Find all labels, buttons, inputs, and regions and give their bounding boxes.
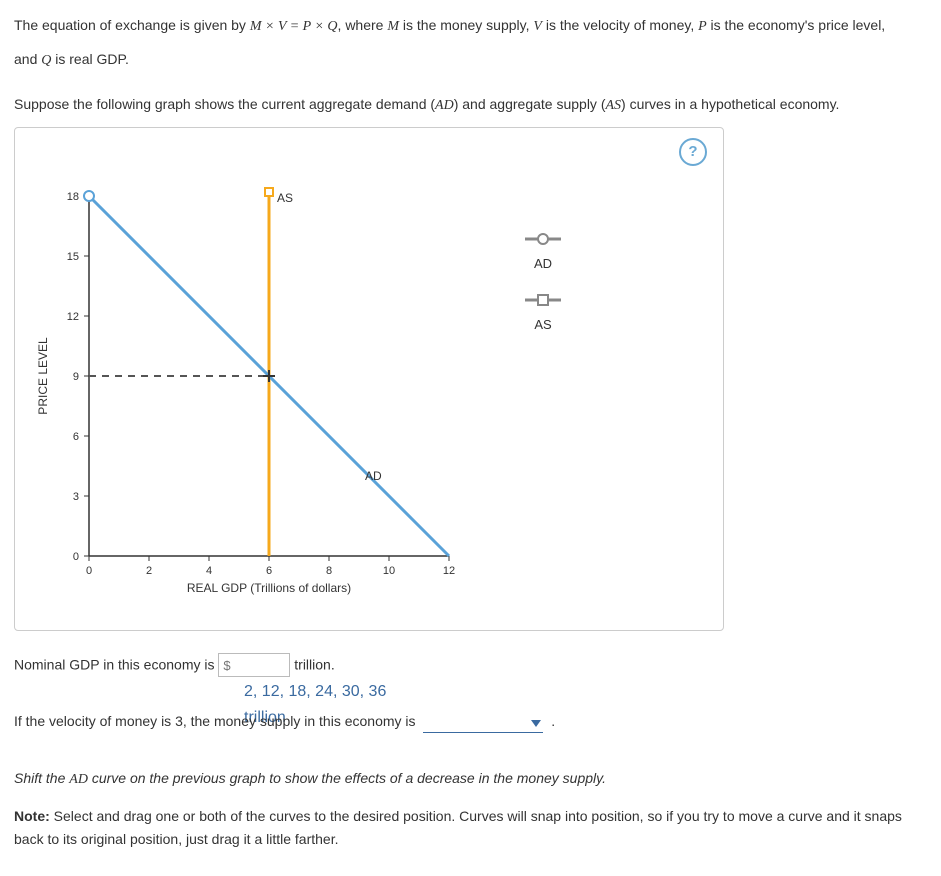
svg-text:REAL GDP (Trillions of dollars: REAL GDP (Trillions of dollars)	[187, 581, 351, 595]
question-2-block: 2, 12, 18, 24, 30, 36 trillion If the ve…	[14, 679, 927, 733]
t: ) curves in a hypothetical economy.	[621, 96, 839, 112]
t: , where	[338, 17, 388, 33]
svg-text:4: 4	[206, 565, 212, 577]
svg-text:12: 12	[67, 311, 79, 323]
ad: AD	[435, 98, 454, 113]
svg-text:9: 9	[73, 371, 79, 383]
svg-text:6: 6	[266, 565, 272, 577]
svg-text:6: 6	[73, 431, 79, 443]
t: curve on the previous graph to show the …	[88, 770, 606, 786]
legend-as-marker[interactable]	[523, 293, 563, 307]
hint-values: 2, 12, 18, 24, 30, 36	[244, 679, 386, 705]
eq: M × V = P × Q	[250, 19, 338, 34]
svg-text:2: 2	[146, 565, 152, 577]
nominal-gdp-input[interactable]	[218, 653, 290, 677]
money-supply-dropdown[interactable]	[423, 714, 543, 733]
q: Q	[41, 53, 51, 68]
ad2: AD	[69, 772, 88, 787]
svg-text:3: 3	[73, 491, 79, 503]
t: Shift the	[14, 770, 69, 786]
q1-text: Nominal GDP in this economy is	[14, 657, 218, 673]
svg-text:PRICE LEVEL: PRICE LEVEL	[36, 337, 50, 415]
t: Suppose the following graph shows the cu…	[14, 96, 435, 112]
note: Note: Select and drag one or both of the…	[14, 805, 927, 850]
svg-text:AD: AD	[365, 469, 382, 483]
note-lead: Note:	[14, 808, 50, 824]
question-1: Nominal GDP in this economy is trillion.	[14, 653, 927, 677]
t: is real GDP.	[51, 51, 129, 67]
t: ) and aggregate supply (	[454, 96, 606, 112]
svg-text:18: 18	[67, 191, 79, 203]
v: V	[533, 19, 542, 34]
q2-end: .	[547, 713, 555, 729]
t: is the economy's price level,	[707, 17, 886, 33]
note-text: Select and drag one or both of the curve…	[14, 808, 902, 846]
question-intro: The equation of exchange is given by M ×…	[14, 14, 927, 117]
graph-panel: ? 0 2 4 6 8 10 12 0 3 6 9 12 15 18 REAL GDP (Trillions…	[14, 127, 724, 631]
q2-text: If the velocity of money is 3, the money…	[14, 713, 419, 729]
svg-text:0: 0	[86, 565, 92, 577]
svg-text:8: 8	[326, 565, 332, 577]
legend-ad-marker[interactable]	[523, 232, 563, 246]
svg-text:AS: AS	[277, 191, 293, 205]
legend-ad-label: AD	[523, 254, 563, 275]
svg-text:10: 10	[383, 565, 395, 577]
intro-text: The equation of exchange is given by	[14, 17, 250, 33]
svg-text:15: 15	[67, 251, 79, 263]
legend: AD AS	[523, 232, 563, 354]
p: P	[698, 19, 707, 34]
as: AS	[605, 98, 621, 113]
t: is the velocity of money,	[542, 17, 698, 33]
m: M	[387, 19, 399, 34]
chart[interactable]: 0 2 4 6 8 10 12 0 3 6 9 12 15 18 REAL GDP (Trillions o…	[29, 186, 489, 616]
svg-text:12: 12	[443, 565, 455, 577]
instruction: Shift the AD curve on the previous graph…	[14, 767, 927, 791]
t: is the money supply,	[399, 17, 533, 33]
help-button[interactable]: ?	[679, 138, 707, 166]
t: and	[14, 51, 41, 67]
legend-as-label: AS	[523, 315, 563, 336]
svg-text:0: 0	[73, 551, 79, 563]
q1-unit: trillion.	[290, 657, 334, 673]
